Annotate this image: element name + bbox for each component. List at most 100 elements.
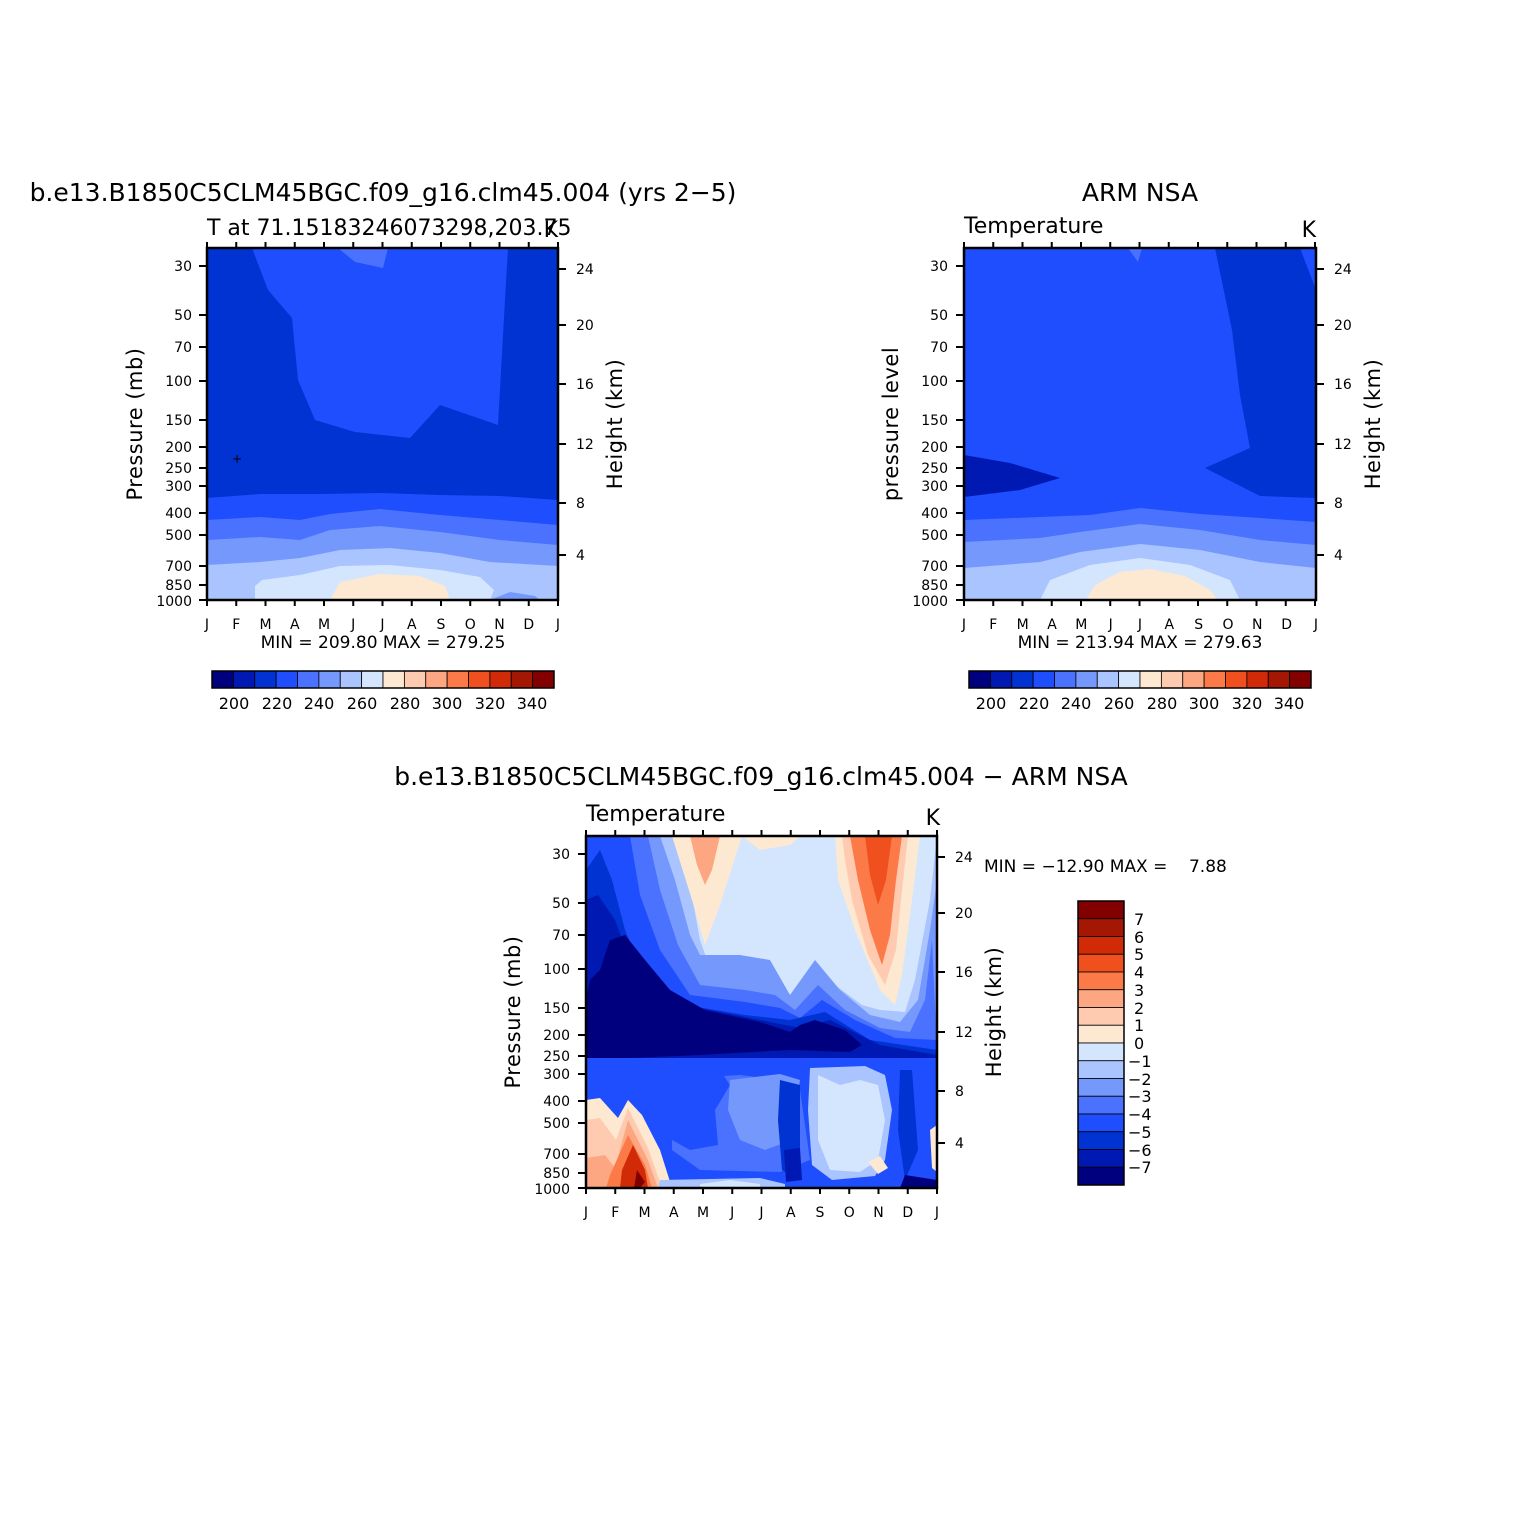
colorbar-swatch: [1246, 670, 1269, 689]
diff-x-tick-label: M: [697, 1205, 709, 1221]
colorbar-swatch: [1077, 936, 1125, 955]
obs-x-tick-label: J: [1313, 617, 1318, 633]
obs-height-tick-label: 12: [1334, 437, 1352, 453]
colorbar-swatch: [446, 670, 469, 689]
obs-y-tick-label: 250: [921, 461, 948, 477]
diff-y-tick-label: 250: [543, 1049, 570, 1065]
diff-colorbar-label: −6: [1128, 1141, 1152, 1160]
colorbar-swatch: [1139, 670, 1162, 689]
model-x-tick-label: S: [437, 617, 446, 633]
model-title: b.e13.B1850C5CLM45BGC.f09_g16.clm45.004 …: [30, 178, 737, 207]
obs-y-tick-label: 30: [930, 259, 948, 275]
diff-height-tick-label: 12: [955, 1025, 973, 1041]
diff-x-tick-label: D: [902, 1205, 913, 1221]
diff-y-ticks: [578, 853, 945, 1189]
colorbar-swatch: [425, 670, 448, 689]
diff-y-tick-label: 70: [552, 928, 570, 944]
model-y-tick-label: 250: [165, 461, 192, 477]
diff-y-tick-label: 400: [543, 1094, 570, 1110]
model-y-tick-label: 500: [165, 528, 192, 544]
colorbar-swatch: [339, 670, 363, 689]
model-x-tick-label: N: [494, 617, 504, 633]
model-x-tick-label: F: [232, 617, 240, 633]
model-y-tick-label: 850: [165, 578, 192, 594]
diff-height-axis-title: Height (km): [982, 947, 1006, 1078]
obs-title: ARM NSA: [1082, 178, 1198, 207]
diff-colorbar-swatches: [1077, 900, 1125, 1186]
colorbar-swatch: [1077, 1149, 1125, 1168]
model-y-tick-label: 300: [165, 479, 192, 495]
model-x-tick-label: A: [407, 617, 417, 633]
colorbar-swatch: [968, 670, 991, 689]
diff-y-tick-label: 1000: [534, 1182, 570, 1198]
diff-x-tick-label: J: [583, 1205, 588, 1221]
diff-y-axis-title: Pressure (mb): [501, 935, 525, 1088]
diff-y-tick-label: 50: [552, 896, 570, 912]
obs-colorbar-label: 280: [1147, 694, 1178, 713]
model-colorbar-label: 300: [432, 694, 463, 713]
model-height-tick-labels: 24 20 16 12 8 4: [576, 262, 594, 564]
diff-x-tick-label: J: [934, 1205, 939, 1221]
obs-y-tick-label: 700: [921, 559, 948, 575]
obs-y-tick-labels: 30 50 70 100 150 200 250 300 400 500 700…: [912, 259, 948, 610]
diff-colorbar-label: −5: [1128, 1123, 1152, 1142]
obs-height-tick-label: 4: [1334, 548, 1343, 564]
model-x-tick-label: A: [290, 617, 300, 633]
diff-x-tick-label: M: [638, 1205, 650, 1221]
obs-colorbar-swatches: [968, 670, 1312, 689]
diff-height-tick-label: 4: [955, 1136, 964, 1152]
obs-y-tick-label: 150: [921, 413, 948, 429]
model-x-tick-label: J: [204, 617, 209, 633]
diff-y-tick-labels: 30 50 70 100 150 200 250 300 400 500 700…: [534, 847, 570, 1198]
colorbar-swatch: [1077, 1131, 1125, 1150]
diff-height-tick-label: 24: [955, 850, 973, 866]
model-colorbar-label: 320: [475, 694, 506, 713]
model-x-tick-label: O: [465, 617, 476, 633]
obs-x-tick-label: N: [1252, 617, 1262, 633]
model-x-tick-label: M: [318, 617, 330, 633]
model-x-tick-label: J: [379, 617, 384, 633]
obs-y-tick-label: 1000: [912, 594, 948, 610]
diff-colorbar-label: −2: [1128, 1070, 1152, 1089]
model-colorbar-swatches: [211, 670, 555, 689]
colorbar-swatch: [1077, 1007, 1125, 1026]
colorbar-swatch: [1118, 670, 1141, 689]
diff-units: K: [926, 806, 941, 831]
diff-colorbar-label: −4: [1128, 1105, 1152, 1124]
diff-y-tick-label: 850: [543, 1166, 570, 1182]
model-y-tick-label: 50: [174, 308, 192, 324]
colorbar-swatch: [1054, 670, 1077, 689]
obs-x-tick-label: A: [1165, 617, 1175, 633]
model-height-tick-label: 16: [576, 377, 594, 393]
diff-subtitle: Temperature: [585, 802, 725, 827]
model-height-tick-label: 24: [576, 262, 594, 278]
diff-x-tick-label: S: [816, 1205, 825, 1221]
colorbar-swatch: [1077, 1095, 1125, 1115]
model-y-tick-label: 200: [165, 440, 192, 456]
colorbar-swatch: [1077, 900, 1125, 920]
obs-x-tick-label: O: [1222, 617, 1233, 633]
diff-x-tick-label: J: [758, 1205, 763, 1221]
obs-contour-field: [964, 248, 1316, 600]
colorbar-swatch: [211, 670, 234, 689]
obs-units: K: [1302, 218, 1317, 243]
diff-y-tick-label: 300: [543, 1067, 570, 1083]
model-colorbar-label: 280: [390, 694, 421, 713]
colorbar-swatch: [382, 670, 405, 689]
diff-height-tick-label: 16: [955, 965, 973, 981]
obs-y-axis-title: pressure level: [879, 347, 903, 501]
diff-title: b.e13.B1850C5CLM45BGC.f09_g16.clm45.004 …: [394, 762, 1128, 791]
colorbar-swatch: [1160, 670, 1184, 689]
obs-height-tick-label: 16: [1334, 377, 1352, 393]
diff-y-tick-label: 30: [552, 847, 570, 863]
model-colorbar: 200 220 240 260 280 300 320 340: [211, 670, 555, 713]
colorbar-swatch: [1182, 670, 1205, 689]
colorbar-swatch: [275, 670, 298, 689]
obs-y-tick-label: 500: [921, 528, 948, 544]
model-height-tick-label: 12: [576, 437, 594, 453]
colorbar-swatch: [532, 670, 555, 689]
obs-x-tick-label: A: [1047, 617, 1057, 633]
colorbar-swatch: [1096, 670, 1120, 689]
model-colorbar-label: 340: [517, 694, 548, 713]
